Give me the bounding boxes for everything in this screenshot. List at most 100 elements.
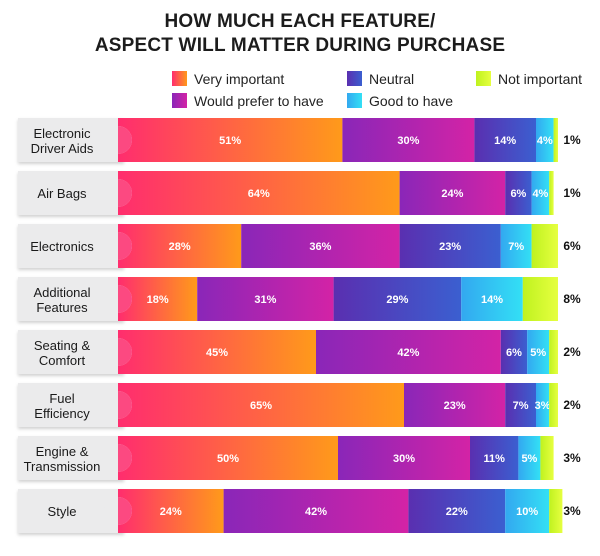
bar-value-engine-transmission-very-important: 50% [217, 453, 239, 465]
bar-seating-comfort-not-important [549, 330, 558, 374]
bar-value-fuel-efficiency-very-important: 65% [250, 400, 272, 412]
bar-fuel-efficiency-very-important [118, 383, 404, 427]
row-fuel-efficiency: 65% 23% 7% 3% Fuel Efficiency 2% [18, 383, 581, 427]
bar-electronic-driver-aids-very-important [118, 118, 343, 162]
bar-value-electronics-good-to-have: 7% [508, 241, 524, 253]
bar-value-fuel-efficiency-good-to-have: 3% [535, 400, 551, 412]
bar-seating-comfort-good-to-have [527, 330, 550, 374]
bar-value-style-very-important: 24% [160, 506, 182, 518]
category-label-line-seating-comfort-1: Comfort [39, 353, 86, 368]
bar-value-electronic-driver-aids-not-important: 1% [563, 133, 581, 147]
bar-style-neutral [408, 489, 506, 533]
bar-value-fuel-efficiency-neutral: 7% [513, 400, 529, 412]
category-label-line-style-0: Style [48, 504, 77, 519]
legend-swatch-neutral [347, 71, 362, 86]
legend-label-would-prefer: Would prefer to have [194, 93, 324, 109]
bar-value-fuel-efficiency-would-prefer-to-have: 23% [444, 400, 466, 412]
bar-electronic-driver-aids-would-prefer-to-have [342, 118, 475, 162]
legend-swatch-not-important [476, 71, 491, 86]
bar-value-additional-features-not-important: 8% [563, 292, 581, 306]
bar-additional-features-not-important [522, 277, 558, 321]
category-label-line-engine-transmission-1: Transmission [24, 459, 101, 474]
bar-additional-features-good-to-have [461, 277, 523, 321]
row-engine-transmission: 50% 30% 11% 5% Engine & Transmission 3% [18, 436, 581, 480]
bar-cap-air-bags [118, 179, 132, 207]
legend-label-good-to-have: Good to have [369, 93, 454, 109]
category-label-additional-features: Additional Features [33, 285, 90, 315]
bar-cap-fuel-efficiency [118, 391, 132, 419]
legend-label-very-important: Very important [194, 71, 285, 87]
bar-value-air-bags-good-to-have: 4% [532, 188, 548, 200]
bar-additional-features-would-prefer-to-have [197, 277, 334, 321]
bar-value-electronics-would-prefer-to-have: 36% [309, 241, 331, 253]
bar-value-engine-transmission-good-to-have: 5% [521, 453, 537, 465]
category-label-fuel-efficiency: Fuel Efficiency [34, 391, 90, 421]
bar-value-style-good-to-have: 10% [516, 506, 538, 518]
bar-fuel-efficiency-neutral [505, 383, 536, 427]
bar-value-engine-transmission-neutral: 11% [483, 453, 505, 465]
bar-seating-comfort-neutral [500, 330, 528, 374]
bar-value-air-bags-neutral: 6% [510, 188, 526, 200]
bar-value-electronic-driver-aids-would-prefer-to-have: 30% [397, 135, 419, 147]
bar-engine-transmission-would-prefer-to-have [338, 436, 470, 480]
row-air-bags: 64% 24% 6% 4% Air Bags 1% [18, 171, 581, 215]
bar-value-seating-comfort-very-important: 45% [206, 347, 228, 359]
bar-air-bags-good-to-have [531, 171, 550, 215]
bar-electronics-good-to-have [500, 224, 532, 268]
category-label-line-additional-features-1: Features [36, 300, 88, 315]
row-style: 24% 42% 22% 10% Style 3% [18, 489, 581, 533]
bar-value-electronic-driver-aids-good-to-have: 4% [537, 135, 553, 147]
row-additional-features: 18% 31% 29% 14% Additional Features 8% [18, 277, 581, 321]
legend-label-neutral: Neutral [369, 71, 415, 87]
bar-air-bags-would-prefer-to-have [399, 171, 506, 215]
bar-electronic-driver-aids-good-to-have [536, 118, 554, 162]
bar-value-seating-comfort-good-to-have: 5% [530, 347, 546, 359]
row-electronic-driver-aids: 51% 30% 14% 4% Electronic Driver Aids 1% [18, 118, 581, 162]
chart-title: HOW MUCH EACH FEATURE/ ASPECT WILL MATTE… [0, 10, 600, 58]
category-label-line-electronic-driver-aids-1: Driver Aids [31, 141, 94, 156]
bar-seating-comfort-very-important [118, 330, 316, 374]
row-seating-comfort: 45% 42% 6% 5% Seating & Comfort 2% [18, 330, 581, 374]
bar-cap-seating-comfort [118, 338, 132, 366]
category-label-style: Style [48, 504, 77, 519]
bar-value-additional-features-would-prefer-to-have: 31% [254, 294, 276, 306]
bar-value-engine-transmission-would-prefer-to-have: 30% [393, 453, 415, 465]
bar-value-additional-features-neutral: 29% [386, 294, 408, 306]
category-label-electronic-driver-aids: Electronic Driver Aids [31, 126, 94, 156]
legend-label-not-important: Not important [498, 71, 583, 87]
bar-engine-transmission-not-important [540, 436, 554, 480]
bar-style-would-prefer-to-have [223, 489, 409, 533]
category-label-line-electronics-0: Electronics [30, 239, 94, 254]
bar-value-air-bags-not-important: 1% [563, 186, 581, 200]
legend-swatch-very-important [172, 71, 187, 86]
category-label-seating-comfort: Seating & Comfort [34, 338, 91, 368]
category-label-engine-transmission: Engine & Transmission [24, 444, 101, 474]
bar-engine-transmission-good-to-have [518, 436, 541, 480]
bar-value-electronics-not-important: 6% [563, 239, 581, 253]
bar-fuel-efficiency-would-prefer-to-have [404, 383, 506, 427]
bar-value-electronics-neutral: 23% [439, 241, 461, 253]
bar-seating-comfort-would-prefer-to-have [316, 330, 501, 374]
bar-electronics-not-important [531, 224, 558, 268]
bar-value-style-would-prefer-to-have: 42% [305, 506, 327, 518]
category-label-line-seating-comfort-0: Seating & [34, 338, 91, 353]
bar-value-additional-features-very-important: 18% [147, 294, 169, 306]
category-label-line-electronic-driver-aids-0: Electronic [33, 126, 91, 141]
bar-additional-features-neutral [333, 277, 462, 321]
category-label-line-fuel-efficiency-0: Fuel [49, 391, 74, 406]
bar-electronics-very-important [118, 224, 242, 268]
bar-electronic-driver-aids-neutral [474, 118, 536, 162]
bar-electronic-driver-aids-not-important [553, 118, 558, 162]
row-electronics: 28% 36% 23% 7% Electronics 6% [18, 224, 581, 268]
category-label-air-bags: Air Bags [37, 186, 87, 201]
bar-air-bags-very-important [118, 171, 400, 215]
category-label-line-additional-features-0: Additional [33, 285, 90, 300]
bar-air-bags-neutral [505, 171, 532, 215]
bar-electronics-neutral [399, 224, 501, 268]
bar-engine-transmission-very-important [118, 436, 338, 480]
bar-air-bags-not-important [549, 171, 554, 215]
bar-value-style-not-important: 3% [563, 504, 581, 518]
category-label-line-air-bags-0: Air Bags [37, 186, 87, 201]
bar-cap-engine-transmission [118, 444, 132, 472]
